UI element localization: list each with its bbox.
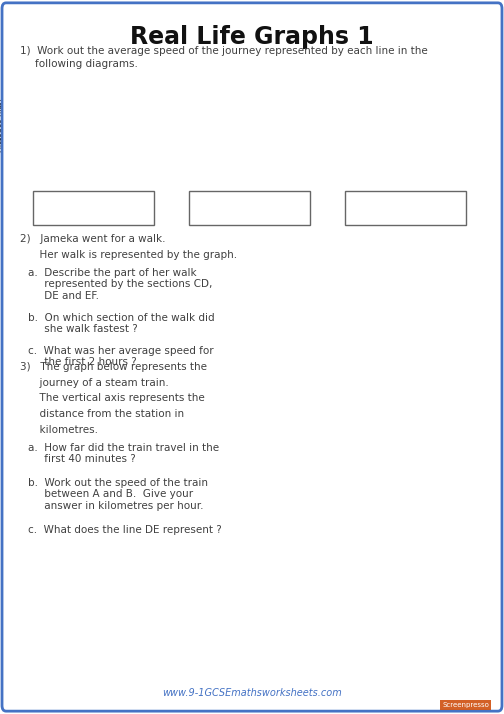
Text: The vertical axis represents the: The vertical axis represents the [20,393,205,403]
Text: following diagrams.: following diagrams. [35,59,138,69]
Text: a.  How far did the train travel in the
     first 40 minutes ?: a. How far did the train travel in the f… [28,443,219,464]
Y-axis label: Distance (m): Distance (m) [155,100,164,150]
Text: distance from the station in: distance from the station in [20,409,184,419]
Text: kilometres.: kilometres. [20,425,98,435]
Text: B: B [313,468,321,477]
X-axis label: Time (hours): Time (hours) [67,201,120,211]
Text: D: D [396,394,404,403]
Text: b.  Work out the speed of the train
     between A and B.  Give your
     answer: b. Work out the speed of the train betwe… [28,478,208,511]
Text: Her walk is represented by the graph.: Her walk is represented by the graph. [20,250,237,260]
Y-axis label: Distance from
Home (km): Distance from Home (km) [220,261,239,314]
Text: 1)  Work out the average speed of the journey represented by each line in the: 1) Work out the average speed of the jou… [20,46,428,56]
Text: a.  Describe the part of her walk
     represented by the sections CD,
     DE a: a. Describe the part of her walk represe… [28,268,212,301]
Text: Real Life Graphs 1: Real Life Graphs 1 [130,25,374,49]
Text: B: B [333,233,340,242]
Y-axis label: Distance (km): Distance (km) [230,435,239,493]
Text: C: C [370,233,377,242]
Text: A: A [262,546,269,555]
Text: A: A [246,346,253,355]
Text: Screenpresso: Screenpresso [442,703,489,708]
Text: www.9-1GCSEmathsworksheets.com: www.9-1GCSEmathsworksheets.com [162,688,342,698]
Text: 3)   The graph below represents the: 3) The graph below represents the [20,362,207,372]
Text: 2)   Jameka went for a walk.: 2) Jameka went for a walk. [20,234,166,244]
Text: c.  What was her average speed for
     the first 2 hours ?: c. What was her average speed for the fi… [28,346,213,367]
X-axis label: Time (seconds): Time (seconds) [217,201,282,211]
X-axis label: Journey time (minutes): Journey time (minutes) [320,576,416,585]
X-axis label: Time (hours): Time (hours) [379,201,432,211]
Y-axis label: Distance (miles): Distance (miles) [316,94,325,156]
Text: journey of a steam train.: journey of a steam train. [20,378,169,388]
Text: F: F [480,331,486,340]
Text: E: E [399,277,405,286]
Text: D: D [365,296,373,305]
Text: E: E [452,394,458,403]
Text: c.  What does the line DE represent ?: c. What does the line DE represent ? [28,525,221,535]
X-axis label: Time (hours): Time (hours) [341,366,395,375]
Y-axis label: Distance (km): Distance (km) [0,98,8,152]
Text: C: C [344,468,350,477]
Text: b.  On which section of the walk did
     she walk fastest ?: b. On which section of the walk did she … [28,313,214,334]
